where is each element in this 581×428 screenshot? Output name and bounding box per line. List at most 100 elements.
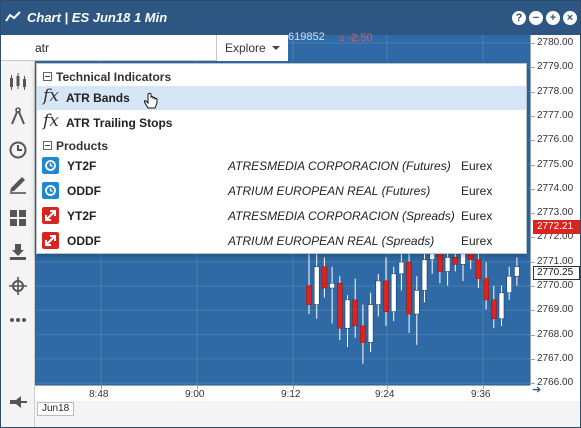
help-icon[interactable]: ? [512,11,526,25]
product-item[interactable]: ODDF ATRIUM EUROPEAN REAL (Futures) Eure… [37,179,526,203]
candle-body-up [329,283,335,289]
contract-month-tag[interactable]: Jun18 [37,402,75,416]
candle [498,285,505,326]
candle-body-up [460,252,466,265]
current-price-white-badge: 2770.25 [533,266,580,280]
candle-body-up [514,266,520,277]
time-tick [483,386,484,389]
candle [413,276,420,345]
candle-body-down [383,280,389,312]
candle-body-down [306,285,312,305]
price-tick [531,67,535,69]
price-tick [531,286,535,287]
product-item[interactable]: YT2F ATRESMEDIA CORPORACION (Spreads) Eu… [37,204,526,228]
product-name: ATRIUM EUROPEAN REAL (Spreads) [228,234,435,248]
candle [398,252,405,291]
product-item[interactable]: ODDF ATRIUM EUROPEAN REAL (Spreads) Eure… [37,229,526,253]
candle-body-up [367,304,374,343]
chart-line-icon [5,11,21,22]
product-name: ATRESMEDIA CORPORACION (Spreads) [228,209,455,223]
candle-body-down [352,299,359,327]
time-tick-label: 9:00 [185,389,205,400]
window-title: Chart | ES Jun18 1 Min [27,10,168,25]
product-symbol: ODDF [67,184,101,198]
price-tick [531,91,535,93]
crosshair-icon[interactable] [7,275,29,297]
download-icon[interactable] [7,241,29,263]
title-bar: Chart | ES Jun18 1 Min ? − + × [1,1,580,35]
time-tick [101,386,102,389]
more-icon[interactable] [7,309,29,331]
price-tick-label: 2777.00 [537,109,574,121]
candle [506,266,513,300]
maximize-icon[interactable]: + [546,11,560,25]
candle-body-down [360,325,366,343]
function-icon: fx [43,111,59,131]
indicator-item[interactable]: fx ATR Bands [37,86,526,110]
candle [313,245,320,319]
candle-body-up [344,299,351,329]
pin-icon[interactable] [7,391,29,413]
collapse-icon[interactable] [43,141,52,150]
product-symbol: YT2F [67,159,97,173]
indicators-group-header[interactable]: Technical Indicators [43,70,171,86]
candle [344,295,351,348]
search-input[interactable] [35,39,215,57]
price-tick-label: 2767.00 [537,352,574,364]
price-tick-label: 2770.00 [537,280,574,291]
candle-body-up [375,280,382,305]
price-tick [531,164,535,166]
close-icon[interactable]: × [563,11,577,25]
price-tick [531,43,535,44]
product-exchange: Eurex [461,234,493,248]
price-tick [531,261,535,263]
candle [306,252,312,315]
hand-cursor-icon [143,92,158,109]
candle-body-down [490,299,497,320]
pencil-icon[interactable] [7,173,29,195]
indicator-item[interactable]: fx ATR Trailing Stops [37,111,526,135]
price-change: ▵ -2.50 [339,32,373,44]
price-tick-label: 2776.00 [537,134,574,146]
symbol-search-bar: Explore [1,35,288,61]
minimize-icon[interactable]: − [529,11,543,25]
price-tick [531,237,535,239]
candle-body-up [444,256,451,272]
candle-body-down [336,283,343,329]
chevron-down-icon [272,46,280,50]
candle [444,250,451,286]
price-tick [531,383,535,385]
time-tick-label: 9:12 [281,389,301,400]
price-tick-label: 2768.00 [537,328,574,340]
product-item[interactable]: YT2F ATRESMEDIA CORPORACION (Futures) Eu… [37,154,526,178]
price-tick [531,334,535,336]
candle-body-up [313,266,320,305]
clock-icon[interactable] [7,139,29,161]
scroll-right-icon[interactable]: ➔ [532,384,542,396]
candle [329,266,335,324]
explore-button[interactable]: Explore [216,35,288,61]
candle-body-down [483,278,489,301]
bars-icon[interactable] [7,71,29,93]
price-tick-label: 2766.00 [537,377,574,389]
product-symbol: YT2F [67,209,97,223]
indicators-group-label: Technical Indicators [56,70,172,84]
candle [514,257,520,286]
compass-icon[interactable] [7,105,29,127]
grid-icon[interactable] [7,207,29,229]
product-symbol: ODDF [67,234,101,248]
last-price: 619852 [288,31,325,43]
collapse-icon[interactable] [43,72,52,81]
time-axis[interactable]: 8:48 9:00 9:12 9:24 9:36 [35,385,530,401]
candle-body-up [498,292,505,320]
indicator-label: ATR Trailing Stops [66,116,173,130]
spreads-icon [42,207,59,224]
price-tick [531,310,535,312]
product-exchange: Eurex [461,159,493,173]
candle-body-up [413,290,420,315]
price-axis[interactable]: 2766.00 2767.00 2768.00 2769.00 2770.00 2771.… [530,35,580,389]
candle [421,247,428,303]
candle-body-up [506,275,513,294]
products-group-header[interactable]: Products [43,139,108,155]
